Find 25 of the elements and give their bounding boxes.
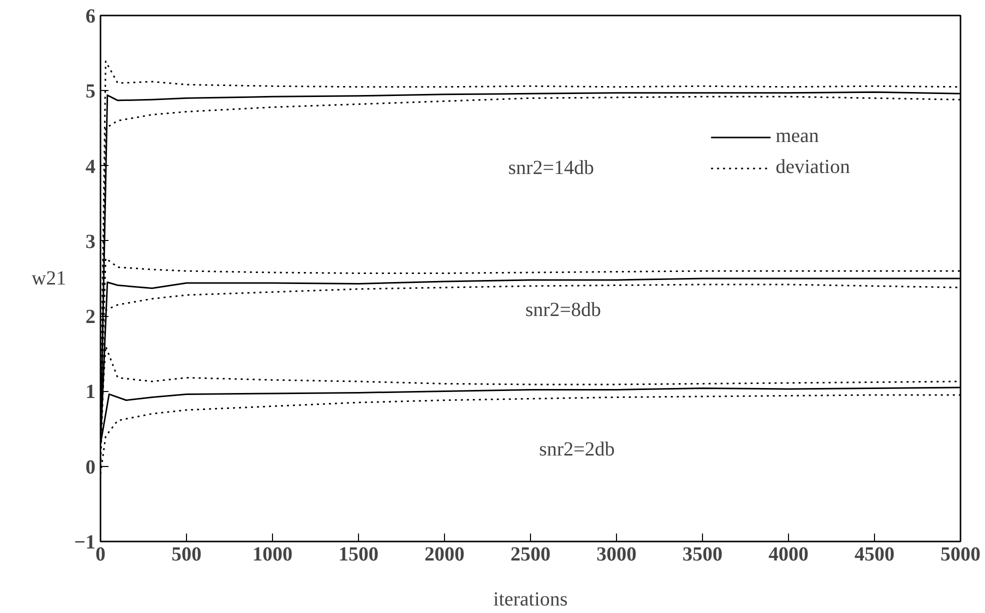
y-tick-label: −1 [74, 532, 96, 554]
x-tick-label: 1500 [338, 544, 378, 566]
legend-label: mean [776, 125, 819, 148]
x-tick-label: 4500 [854, 544, 894, 566]
x-tick-label: 3500 [682, 544, 722, 566]
annotation: snr2=2db [539, 438, 615, 460]
x-tick-label: 2500 [510, 544, 550, 566]
x-axis-title: iterations [493, 588, 568, 610]
y-axis-title: w21 [32, 268, 66, 290]
y-tick-label: 1 [86, 381, 96, 404]
legend-label: deviation [776, 156, 850, 179]
x-tick-label: 4000 [768, 544, 808, 566]
y-tick-label: 4 [86, 156, 96, 178]
y-tick-label: 2 [86, 306, 96, 328]
x-tick-label: 5000 [940, 544, 980, 566]
x-tick-label: 3000 [596, 544, 636, 566]
annotation: snr2=8db [525, 299, 602, 322]
y-tick-label: 6 [86, 6, 96, 28]
x-tick-label: 1000 [252, 544, 292, 566]
y-tick-label: 3 [86, 230, 96, 253]
y-tick-label: 5 [86, 80, 96, 103]
x-tick-label: 2000 [424, 544, 464, 566]
x-tick-label: 500 [172, 544, 202, 566]
annotation: snr2=14db [508, 157, 594, 180]
y-tick-label: 0 [86, 456, 96, 478]
